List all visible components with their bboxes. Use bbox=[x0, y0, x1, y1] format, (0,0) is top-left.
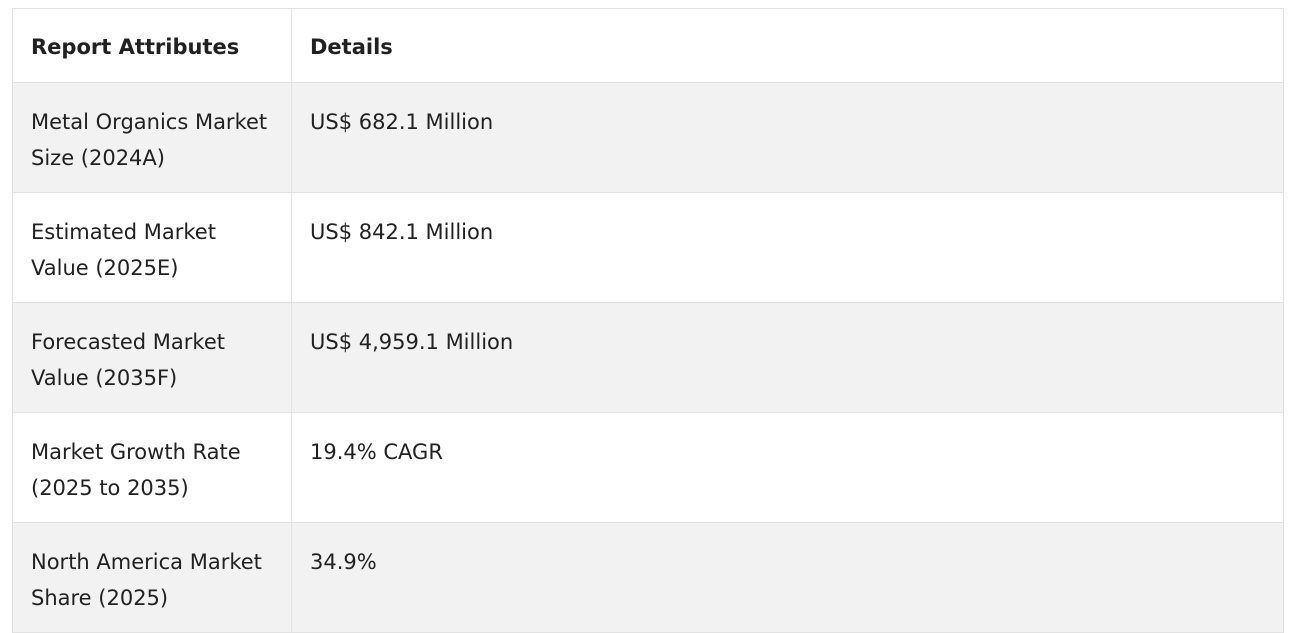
report-attributes-table-container: Report Attributes Details Metal Organics… bbox=[12, 8, 1284, 633]
table-header: Report Attributes Details bbox=[12, 8, 1284, 83]
table-row: Metal Organics Market Size (2024A) US$ 6… bbox=[12, 82, 1284, 193]
column-header-report-attributes: Report Attributes bbox=[12, 8, 292, 83]
detail-cell: US$ 842.1 Million bbox=[291, 192, 1284, 303]
table-header-row: Report Attributes Details bbox=[12, 8, 1284, 83]
detail-cell: US$ 4,959.1 Million bbox=[291, 302, 1284, 413]
attribute-cell: Estimated Market Value (2025E) bbox=[12, 192, 292, 303]
table-row: Estimated Market Value (2025E) US$ 842.1… bbox=[12, 192, 1284, 303]
attribute-cell: Market Growth Rate (2025 to 2035) bbox=[12, 412, 292, 523]
report-attributes-table: Report Attributes Details Metal Organics… bbox=[12, 8, 1284, 633]
attribute-cell: North America Market Share (2025) bbox=[12, 522, 292, 633]
table-row: North America Market Share (2025) 34.9% bbox=[12, 522, 1284, 633]
table-row: Market Growth Rate (2025 to 2035) 19.4% … bbox=[12, 412, 1284, 523]
attribute-cell: Forecasted Market Value (2035F) bbox=[12, 302, 292, 413]
detail-cell: 19.4% CAGR bbox=[291, 412, 1284, 523]
detail-cell: 34.9% bbox=[291, 522, 1284, 633]
attribute-cell: Metal Organics Market Size (2024A) bbox=[12, 82, 292, 193]
column-header-details: Details bbox=[291, 8, 1284, 83]
table-row: Forecasted Market Value (2035F) US$ 4,95… bbox=[12, 302, 1284, 413]
detail-cell: US$ 682.1 Million bbox=[291, 82, 1284, 193]
table-body: Metal Organics Market Size (2024A) US$ 6… bbox=[12, 82, 1284, 633]
